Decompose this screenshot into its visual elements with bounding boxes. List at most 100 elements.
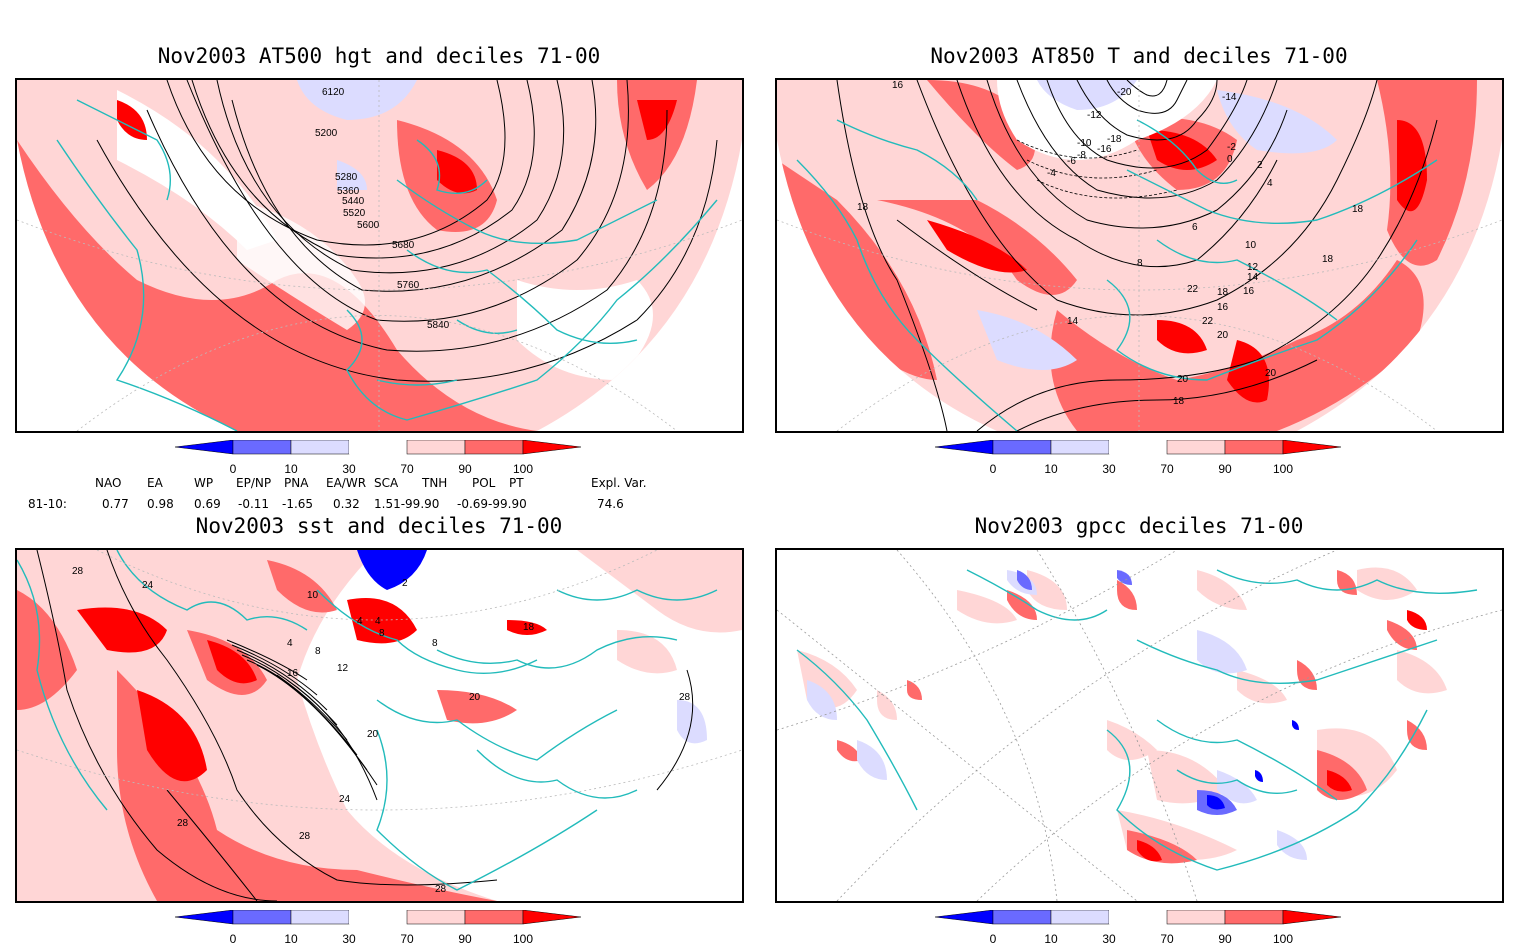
contour-label: 5600 <box>357 220 380 231</box>
contour-label: 20 <box>1217 330 1229 341</box>
index-header: EP/NP <box>236 476 272 490</box>
contour-label: 8 <box>379 628 385 639</box>
contour-label: 5440 <box>342 196 365 207</box>
map-sst: 28 24 10 4 8 12 16 20 24 28 28 28 2 4 4 … <box>15 548 744 903</box>
colorbar-tick: 100 <box>512 932 534 946</box>
colorbar-tick: 70 <box>400 932 414 946</box>
colorbar-svg <box>934 439 1342 455</box>
index-value: 0.32 <box>333 497 360 511</box>
colorbar-top-left: 0 10 30 70 90 100 <box>174 439 595 480</box>
map-500hgt: 6120 5200 5280 5360 5440 5520 5600 5680 … <box>15 78 744 433</box>
contour-label: 18 <box>523 622 535 633</box>
contour-label: 5200 <box>315 128 338 139</box>
colorbar-tick: 90 <box>1218 932 1232 946</box>
index-value: 0.77 <box>102 497 129 511</box>
index-value: -1.65 <box>282 497 314 511</box>
contour-label: 4 <box>375 616 381 627</box>
colorbar-tick: 70 <box>1160 932 1174 946</box>
index-header: TNH <box>422 476 448 490</box>
contour-label: 5760 <box>397 280 420 291</box>
contour-label: -14 <box>1222 92 1237 103</box>
index-value: 74.6 <box>597 497 624 511</box>
colorbar-tick: 0 <box>989 462 997 476</box>
colorbar-tick: 70 <box>1160 462 1174 476</box>
index-value: 0.98 <box>147 497 174 511</box>
contour-label: 28 <box>72 566 84 577</box>
colorbar-tick: 10 <box>284 932 298 946</box>
contour-label: 10 <box>307 590 319 601</box>
contour-label: 18 <box>857 202 869 213</box>
contour-label: 28 <box>435 884 447 895</box>
contour-label: 8 <box>315 646 321 657</box>
index-header: EA/WR <box>326 476 367 490</box>
contour-label: 20 <box>1265 368 1277 379</box>
contour-label: 20 <box>1177 374 1189 385</box>
contour-label: 4 <box>1267 178 1273 189</box>
contour-label: -20 <box>1117 87 1132 98</box>
contour-label: -10 <box>1077 138 1092 149</box>
colorbar-tick: 90 <box>458 932 472 946</box>
contour-label: 14 <box>1247 272 1259 283</box>
contour-label: -18 <box>1107 134 1122 145</box>
colorbar-tick: 30 <box>1102 932 1116 946</box>
colorbar-bottom-right: 0 10 30 70 90 100 <box>934 909 1355 950</box>
contour-label: 5840 <box>427 320 450 331</box>
contour-label: 4 <box>287 638 293 649</box>
index-header: NAO <box>95 476 122 490</box>
contour-label: 28 <box>177 818 189 829</box>
index-header: WP <box>194 476 214 490</box>
map-850t: 16 18 -20 -18 -16 -14 -12 -10 -8 -6 -4 -… <box>775 78 1504 433</box>
colorbar-bottom-left: 0 10 30 70 90 100 <box>174 909 595 950</box>
index-header: PNA <box>284 476 309 490</box>
map-850t-canvas: 16 18 -20 -18 -16 -14 -12 -10 -8 -6 -4 -… <box>777 80 1502 431</box>
index-header: SCA <box>374 476 399 490</box>
index-value: -0.11 <box>238 497 270 511</box>
contour-label: 6 <box>1192 222 1198 233</box>
contour-label: 10 <box>1245 240 1257 251</box>
colorbar-top-right: 0 10 30 70 90 100 <box>934 439 1355 480</box>
contour-label: 2 <box>402 578 408 589</box>
colorbar-svg <box>174 909 582 925</box>
colorbar-tick: 30 <box>342 462 356 476</box>
contour-label: 22 <box>1202 316 1214 327</box>
panel-title-sst: Nov2003 sst and deciles 71-00 <box>195 514 563 538</box>
contour-label: 16 <box>1243 286 1255 297</box>
colorbar-svg <box>934 909 1342 925</box>
contour-label: 20 <box>469 692 481 703</box>
colorbar-tick: 30 <box>342 932 356 946</box>
map-gpcc-canvas <box>777 550 1502 901</box>
contour-label: 12 <box>1247 262 1259 273</box>
index-value: 0.69 <box>194 497 221 511</box>
colorbar-tick: 100 <box>1272 462 1294 476</box>
colorbar-tick: 10 <box>1044 462 1058 476</box>
contour-label: 5280 <box>335 172 358 183</box>
panel-title-850t: Nov2003 AT850 T and deciles 71-00 <box>930 44 1348 68</box>
contour-label: 6120 <box>322 87 345 98</box>
map-gpcc <box>775 548 1504 903</box>
colorbar-tick: 90 <box>1218 462 1232 476</box>
colorbar-tick: 100 <box>1272 932 1294 946</box>
contour-label: 16 <box>892 80 904 91</box>
index-header: PT <box>509 476 524 490</box>
contour-label: 12 <box>337 663 349 674</box>
colorbar-tick: 100 <box>512 462 534 476</box>
contour-label: -6 <box>1067 156 1076 167</box>
colorbar-tick: 90 <box>458 462 472 476</box>
index-header: EA <box>147 476 163 490</box>
contour-label: 5680 <box>392 240 415 251</box>
index-header: POL <box>472 476 496 490</box>
colorbar-tick: 10 <box>284 462 298 476</box>
contour-label: -8 <box>1077 150 1086 161</box>
colorbar-tick: 10 <box>1044 932 1058 946</box>
contour-label: -2 <box>1227 142 1236 153</box>
contour-label: 4 <box>357 616 363 627</box>
contour-label: 2 <box>1257 160 1263 171</box>
colorbar-svg <box>174 439 582 455</box>
contour-label: -12 <box>1087 110 1102 121</box>
contour-label: 20 <box>367 729 379 740</box>
index-row-label: 81-10: <box>28 497 67 511</box>
panel-title-gpcc: Nov2003 gpcc deciles 71-00 <box>974 514 1304 538</box>
contour-label: 14 <box>1067 316 1079 327</box>
colorbar-tick: 0 <box>989 932 997 946</box>
colorbar-tick: 0 <box>229 932 237 946</box>
